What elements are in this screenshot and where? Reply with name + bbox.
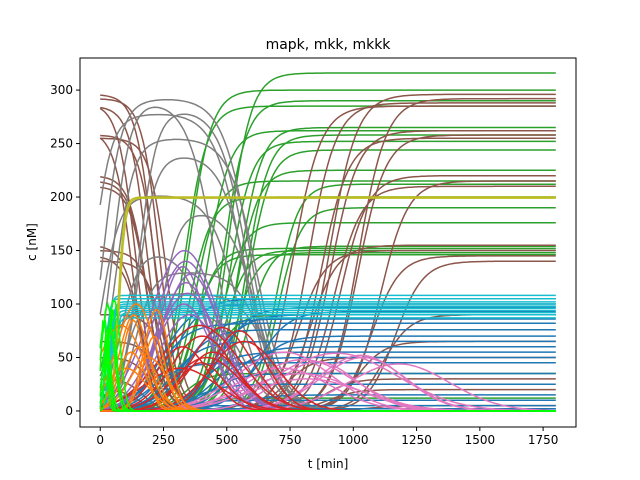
series-line-0-1 [100, 89, 556, 411]
series-line-1-6 [100, 137, 556, 412]
y-axis-ticks: 0 50 100 150 200 250 300 [50, 83, 80, 418]
y-tick-label: 300 [50, 83, 73, 97]
series-line-4-0 [99, 294, 556, 408]
y-axis-label: c [nM] [25, 223, 39, 261]
y-tick-label: 150 [50, 244, 73, 258]
y-tick-label: 0 [65, 404, 73, 418]
series-line-4-7 [100, 311, 556, 412]
x-tick-label: 750 [279, 433, 302, 447]
x-tick-label: 1000 [338, 433, 369, 447]
series-line-4-6 [99, 309, 556, 412]
x-tick-label: 1500 [465, 433, 496, 447]
y-tick-label: 200 [50, 190, 73, 204]
x-tick-label: 500 [215, 433, 238, 447]
x-tick-label: 250 [152, 433, 175, 447]
y-tick-label: 100 [50, 297, 73, 311]
x-axis-ticks: 0 250 500 750 1000 1250 1500 1750 [96, 427, 558, 447]
y-tick-label: 250 [50, 137, 73, 151]
series-line-1-11 [100, 249, 556, 412]
series-line-4-8 [99, 313, 556, 411]
x-tick-label: 1250 [401, 433, 432, 447]
series-line-5-1 [100, 197, 556, 412]
plot-frame [79, 57, 577, 428]
series-line-3-6 [100, 322, 556, 410]
series-line-4-4 [99, 305, 556, 411]
series-line-4-1 [99, 297, 556, 404]
series-line-10-7 [99, 351, 556, 412]
series-line-4-9 [100, 317, 556, 412]
series-line-4-3 [99, 303, 556, 412]
series-layer [99, 72, 556, 412]
x-tick-label: 0 [96, 433, 104, 447]
series-line-5-0 [99, 196, 556, 412]
x-axis-label: t [min] [308, 457, 349, 471]
y-tick-label: 50 [58, 350, 73, 364]
series-line-3-7 [100, 328, 556, 412]
chart-title: mapk, mkk, mkkk [266, 37, 392, 53]
x-tick-label: 1750 [528, 433, 559, 447]
